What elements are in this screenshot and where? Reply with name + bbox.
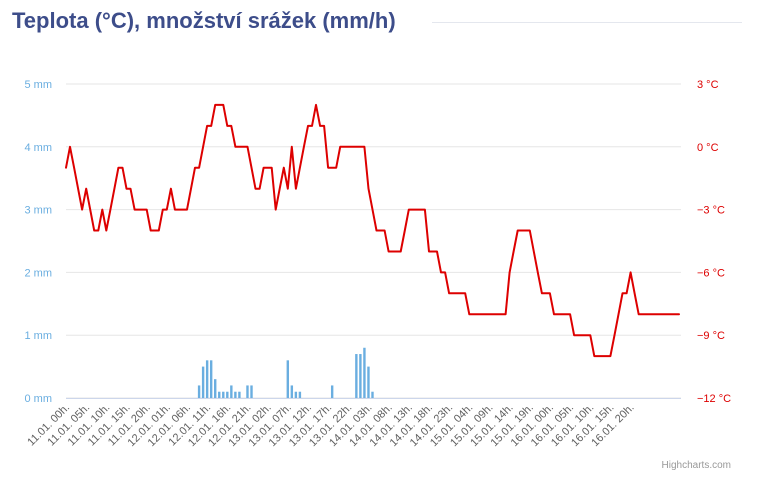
y-right-tick-label: −6 °C (697, 267, 725, 279)
credits-link[interactable]: Highcharts.com (661, 460, 731, 471)
precip-bar (226, 391, 229, 398)
y-right-tick-label: 0 °C (697, 142, 719, 154)
y-right-tick-label: −9 °C (697, 330, 725, 342)
y-left-tick-label: 3 mm (25, 205, 53, 217)
chart-title: Teplota (°C), množství srážek (mm/h) (12, 8, 396, 33)
precip-bar (355, 354, 358, 398)
title-divider (432, 22, 742, 23)
precip-bar (250, 385, 253, 398)
precip-bar (222, 391, 225, 398)
y-left-tick-label: 4 mm (25, 142, 53, 154)
precip-bar (294, 391, 298, 398)
temperature-line (65, 103, 680, 358)
precip-bar (209, 360, 213, 398)
precip-bar (201, 366, 205, 398)
precip-bar (363, 347, 366, 398)
precip-bar (246, 385, 249, 398)
precip-bar (230, 385, 233, 398)
precip-bar (330, 385, 334, 398)
precip-bar (238, 391, 241, 398)
precip-bar (214, 379, 217, 398)
precip-bar (290, 385, 294, 398)
y-left-tick-label: 2 mm (25, 267, 53, 279)
y-left-tick-label: 5 mm (25, 79, 53, 91)
precip-bar (367, 366, 370, 398)
precip-bar (205, 360, 209, 398)
precip-bar (298, 391, 302, 398)
precip-bar (286, 360, 290, 398)
y-left-tick-label: 1 mm (25, 330, 53, 342)
precip-bar (234, 391, 237, 398)
y-right-tick-label: −12 °C (697, 393, 731, 405)
y-left-tick-label: 0 mm (25, 393, 53, 405)
y-right-tick-label: 3 °C (697, 79, 719, 91)
precip-bar (371, 391, 374, 398)
precip-bar (197, 385, 201, 398)
precip-bar (359, 354, 362, 398)
precip-bar (218, 391, 221, 398)
y-right-tick-label: −3 °C (697, 205, 725, 217)
